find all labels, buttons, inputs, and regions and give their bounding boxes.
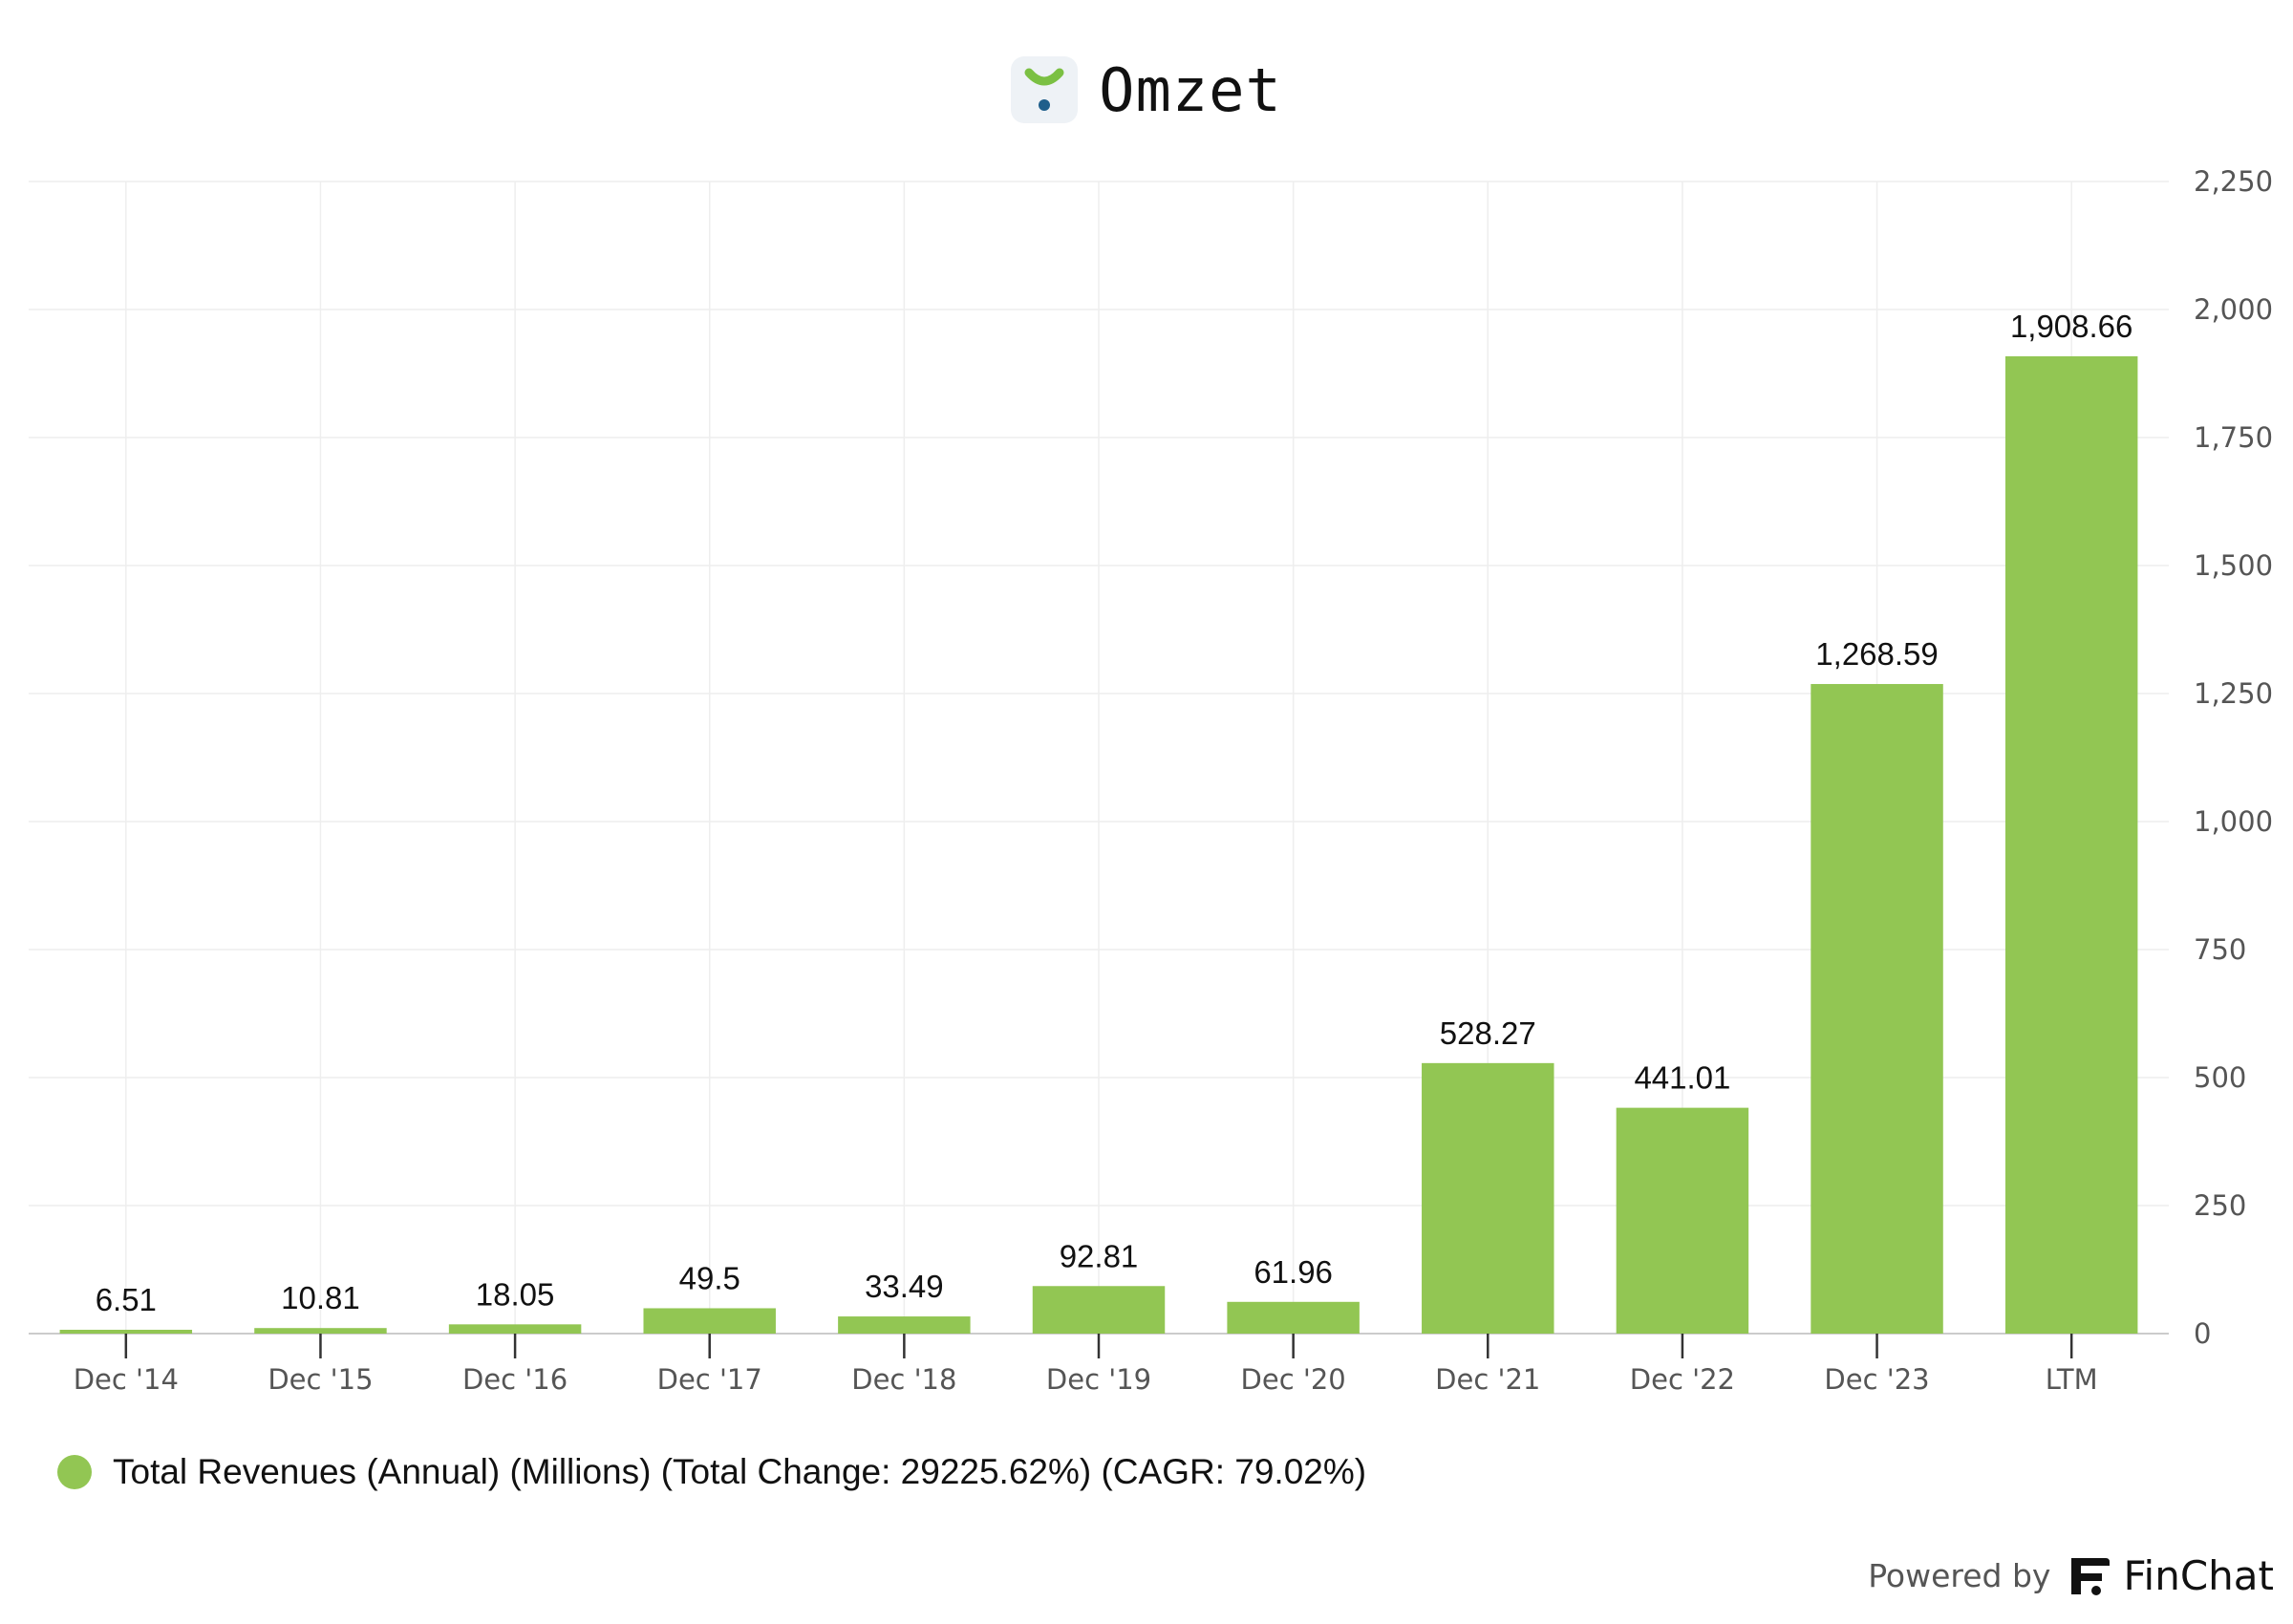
bar <box>1422 1062 1554 1334</box>
x-tick-label: Dec '18 <box>851 1363 956 1396</box>
bar <box>59 1330 193 1334</box>
chart-title: Omzet <box>1099 54 1282 125</box>
x-tick-label: Dec '20 <box>1241 1363 1346 1396</box>
bar <box>254 1328 387 1334</box>
footer: Powered by FinChat <box>1868 1552 2274 1599</box>
data-label: 1,908.66 <box>2010 309 2132 344</box>
data-label: 92.81 <box>1060 1238 1139 1273</box>
finchat-brand-name: FinChat <box>2123 1552 2274 1599</box>
y-tick-label: 500 <box>2194 1061 2246 1094</box>
x-tick-label: Dec '17 <box>657 1363 762 1396</box>
data-label: 61.96 <box>1254 1254 1333 1290</box>
x-tick-label: Dec '15 <box>268 1363 373 1396</box>
bar-chart: 0 250 500 750 1,000 1,250 1,500 1,750 2,000 2,250… <box>29 165 2273 1396</box>
bar <box>448 1324 582 1334</box>
data-label: 49.5 <box>679 1260 740 1295</box>
x-tick-label: Dec '22 <box>1630 1363 1735 1396</box>
omzet-logo-icon <box>1011 56 1079 123</box>
bar <box>1227 1301 1360 1334</box>
y-tick-label: 1,500 <box>2194 549 2273 582</box>
powered-by-text: Powered by <box>1868 1557 2051 1594</box>
y-tick-label: 1,000 <box>2194 805 2273 838</box>
y-tick-label: 250 <box>2194 1189 2246 1222</box>
y-tick-label: 1,250 <box>2194 677 2273 710</box>
y-tick-label: 1,750 <box>2194 421 2273 454</box>
x-tick-label: Dec '16 <box>462 1363 568 1396</box>
bar <box>1811 684 1943 1334</box>
y-tick-label: 750 <box>2194 933 2246 966</box>
bar <box>643 1308 776 1334</box>
legend-swatch <box>57 1455 92 1489</box>
x-tick-label: LTM <box>2046 1363 2098 1396</box>
x-tick-label: Dec '19 <box>1046 1363 1151 1396</box>
data-label: 33.49 <box>865 1269 944 1304</box>
bar <box>838 1316 971 1334</box>
y-tick-label: 2,250 <box>2194 165 2273 198</box>
y-tick-label: 2,000 <box>2194 293 2273 326</box>
bar <box>1616 1107 1749 1334</box>
x-tick-label: Dec '14 <box>74 1363 179 1396</box>
finchat-logo-icon <box>2071 1557 2111 1595</box>
legend-label: Total Revenues (Annual) (Millions) (Tota… <box>113 1452 1367 1491</box>
data-label: 10.81 <box>281 1280 360 1315</box>
x-tick-label: Dec '23 <box>1824 1363 1929 1396</box>
bar <box>1032 1286 1166 1334</box>
y-tick-label: 0 <box>2194 1317 2211 1350</box>
x-tick-label: Dec '21 <box>1435 1363 1540 1396</box>
data-label: 441.01 <box>1634 1060 1730 1096</box>
data-label: 6.51 <box>96 1282 157 1317</box>
data-label: 1,268.59 <box>1815 636 1938 672</box>
chart-header: Omzet <box>0 50 2293 130</box>
data-label: 18.05 <box>476 1276 555 1312</box>
bar <box>2004 355 2138 1334</box>
legend[interactable]: Total Revenues (Annual) (Millions) (Tota… <box>57 1452 1366 1492</box>
finchat-brand[interactable]: FinChat <box>2068 1552 2274 1599</box>
data-label: 528.27 <box>1440 1015 1536 1051</box>
